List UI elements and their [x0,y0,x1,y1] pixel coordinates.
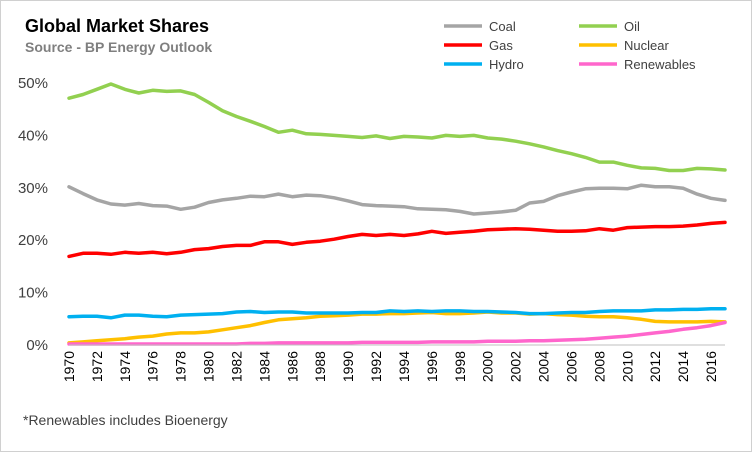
x-tick-label: 1994 [396,351,412,382]
y-tick-label: 50% [18,75,48,92]
legend-label-renewables: Renewables [624,57,696,72]
x-tick-label: 1988 [312,351,328,382]
x-tick-label: 1986 [284,351,300,382]
x-tick-label: 1974 [117,351,133,382]
x-tick-label: 1992 [368,351,384,382]
series-layer [67,82,727,346]
x-tick-label: 2006 [563,351,579,382]
legend: Coal Oil Gas Nuclear Hydro Renewables [444,19,696,72]
series-line-coal [67,183,727,216]
x-tick-label: 1982 [228,351,244,382]
x-tick-label: 2002 [508,351,524,382]
y-tick-label: 20% [18,232,48,249]
y-tick-label: 0% [26,337,48,354]
x-tick-label: 2010 [619,351,635,382]
y-tick-label: 30% [18,180,48,197]
chart-title: Global Market Shares [25,16,209,36]
x-tick-label: 2004 [536,351,552,382]
x-tick-label: 1976 [145,351,161,382]
legend-label-coal: Coal [489,19,516,34]
x-tick-label: 2016 [703,351,719,382]
x-tick-label: 1998 [452,351,468,382]
series-line-renewables [67,320,727,346]
legend-label-oil: Oil [624,19,640,34]
x-tick-label: 2012 [647,351,663,382]
x-tick-label: 2000 [480,351,496,382]
x-tick-label: 1972 [89,351,105,382]
x-tick-label: 1978 [173,351,189,382]
chart-subtitle: Source - BP Energy Outlook [25,39,212,55]
x-tick-label: 2014 [675,351,691,382]
y-tick-label: 10% [18,285,48,302]
x-tick-label: 1984 [256,351,272,382]
series-line-oil [67,82,727,173]
legend-label-gas: Gas [489,38,513,53]
footnote: *Renewables includes Bioenergy [23,412,228,428]
x-tick-label: 1996 [424,351,440,382]
x-tick-label: 1980 [201,351,217,382]
x-tick-label: 1990 [340,351,356,382]
y-tick-label: 40% [18,127,48,144]
x-axis: 1970 1972 1974 1976 1978 1980 1982 1984 1986 1988… [61,351,719,382]
series-line-hydro [67,307,727,320]
legend-label-hydro: Hydro [489,57,524,72]
y-axis: 0% 10% 20% 30% 40% 50% [18,75,48,354]
series-line-nuclear [67,310,727,345]
x-tick-label: 2008 [591,351,607,382]
legend-label-nuclear: Nuclear [624,38,669,53]
series-line-gas [67,220,727,259]
x-tick-label: 1970 [61,351,77,382]
